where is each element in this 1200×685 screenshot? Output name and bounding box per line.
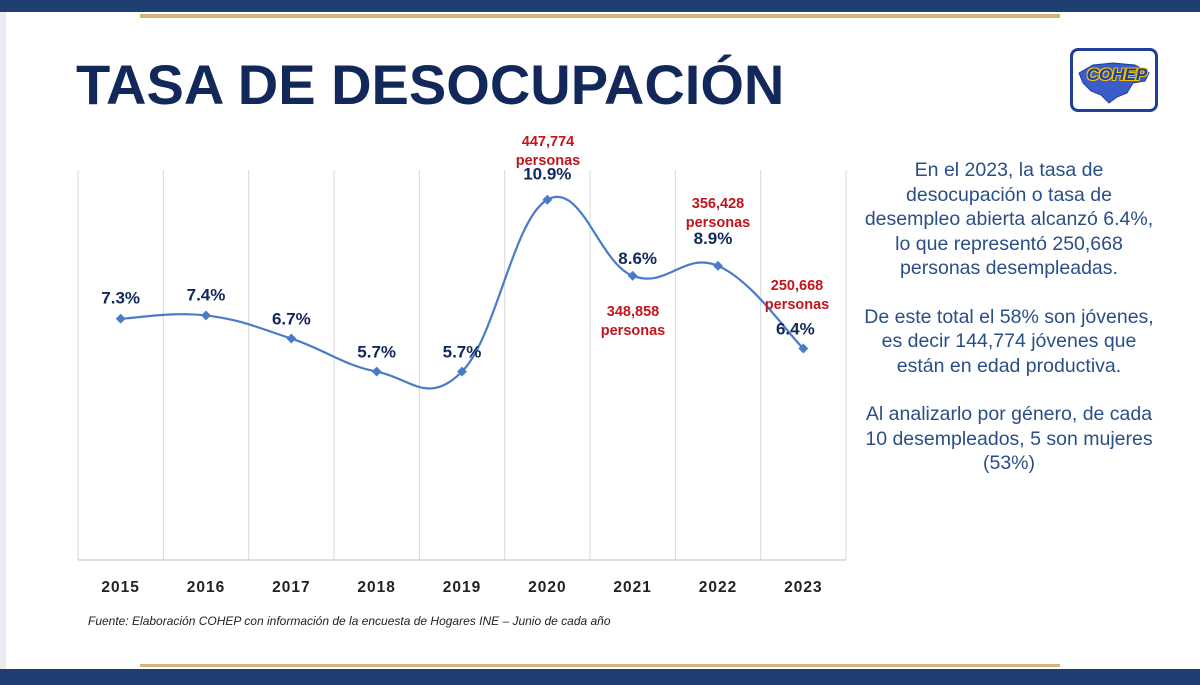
data-point xyxy=(542,194,553,205)
data-point xyxy=(627,270,638,281)
x-tick-label: 2016 xyxy=(187,579,225,596)
summary-paragraph-2: De este total el 58% son jóvenes, es dec… xyxy=(864,305,1154,377)
source-note: Fuente: Elaboración COHEP con informació… xyxy=(88,614,611,628)
data-point xyxy=(713,260,723,271)
x-tick-label: 2018 xyxy=(357,579,395,596)
annotation-unit: personas xyxy=(765,297,829,313)
x-tick-label: 2015 xyxy=(101,579,139,596)
x-tick-label: 2017 xyxy=(272,579,310,596)
annotation-value: 250,668 xyxy=(771,278,823,294)
x-tick-label: 2020 xyxy=(528,579,566,596)
data-point xyxy=(201,310,211,321)
x-tick-label: 2019 xyxy=(443,579,481,596)
slide-title: TASA DE DESOCUPACIÓN xyxy=(76,53,785,116)
value-labels: 7.3% 7.4% 6.7% 5.7% 5.7% 10.9% 8.6% 8.9% 6.4% xyxy=(101,165,814,362)
value-label: 10.9% xyxy=(523,165,571,184)
annotation-value: 348,858 xyxy=(607,304,659,320)
data-point xyxy=(371,366,382,377)
people-annotations: 447,774 personas 348,858 personas 356,428 per… xyxy=(516,134,829,339)
top-banner xyxy=(0,0,1200,12)
summary-paragraph-1: En el 2023, la tasa de desocupación o ta… xyxy=(864,159,1154,279)
annotation-value: 356,428 xyxy=(692,196,744,212)
top-accent-line xyxy=(140,14,1060,18)
x-tick-label: 2023 xyxy=(784,579,822,596)
cohep-logo: COHEP xyxy=(1070,48,1158,112)
annotation-unit: personas xyxy=(516,153,580,169)
bottom-banner xyxy=(0,669,1200,685)
data-point xyxy=(115,313,126,324)
value-label: 7.3% xyxy=(101,289,140,308)
annotation-unit: personas xyxy=(686,215,750,231)
summary-paragraph-3: Al analizarlo por género, de cada 10 des… xyxy=(865,403,1153,474)
x-tick-label: 2022 xyxy=(699,579,737,596)
slide-edge xyxy=(0,0,6,685)
series-line xyxy=(120,195,805,390)
unemployment-line-chart: 7.3% 7.4% 6.7% 5.7% 5.7% 10.9% 8.6% 8.9% 6.4% 20… xyxy=(77,134,847,596)
chart-grid xyxy=(77,170,847,561)
annotation-unit: personas xyxy=(601,323,665,339)
value-label: 6.4% xyxy=(776,319,815,338)
data-point xyxy=(798,343,809,354)
value-label: 6.7% xyxy=(272,310,311,329)
value-label: 5.7% xyxy=(357,343,396,362)
x-tick-label: 2021 xyxy=(613,579,651,596)
data-point xyxy=(457,366,467,377)
x-tick-labels: 2015 2016 2017 2018 2019 2020 2021 2022 2023 xyxy=(101,579,822,596)
summary-text: En el 2023, la tasa de desocupación o ta… xyxy=(858,158,1160,500)
annotation-value: 447,774 xyxy=(522,134,574,150)
value-label: 8.6% xyxy=(618,249,657,268)
bottom-accent-line xyxy=(140,664,1060,667)
logo-text: COHEP xyxy=(1086,65,1148,84)
value-label: 8.9% xyxy=(694,229,733,248)
value-label: 7.4% xyxy=(187,285,226,304)
value-label: 5.7% xyxy=(443,343,482,362)
honduras-map-logo-icon xyxy=(1078,62,1150,104)
data-point xyxy=(286,333,297,344)
